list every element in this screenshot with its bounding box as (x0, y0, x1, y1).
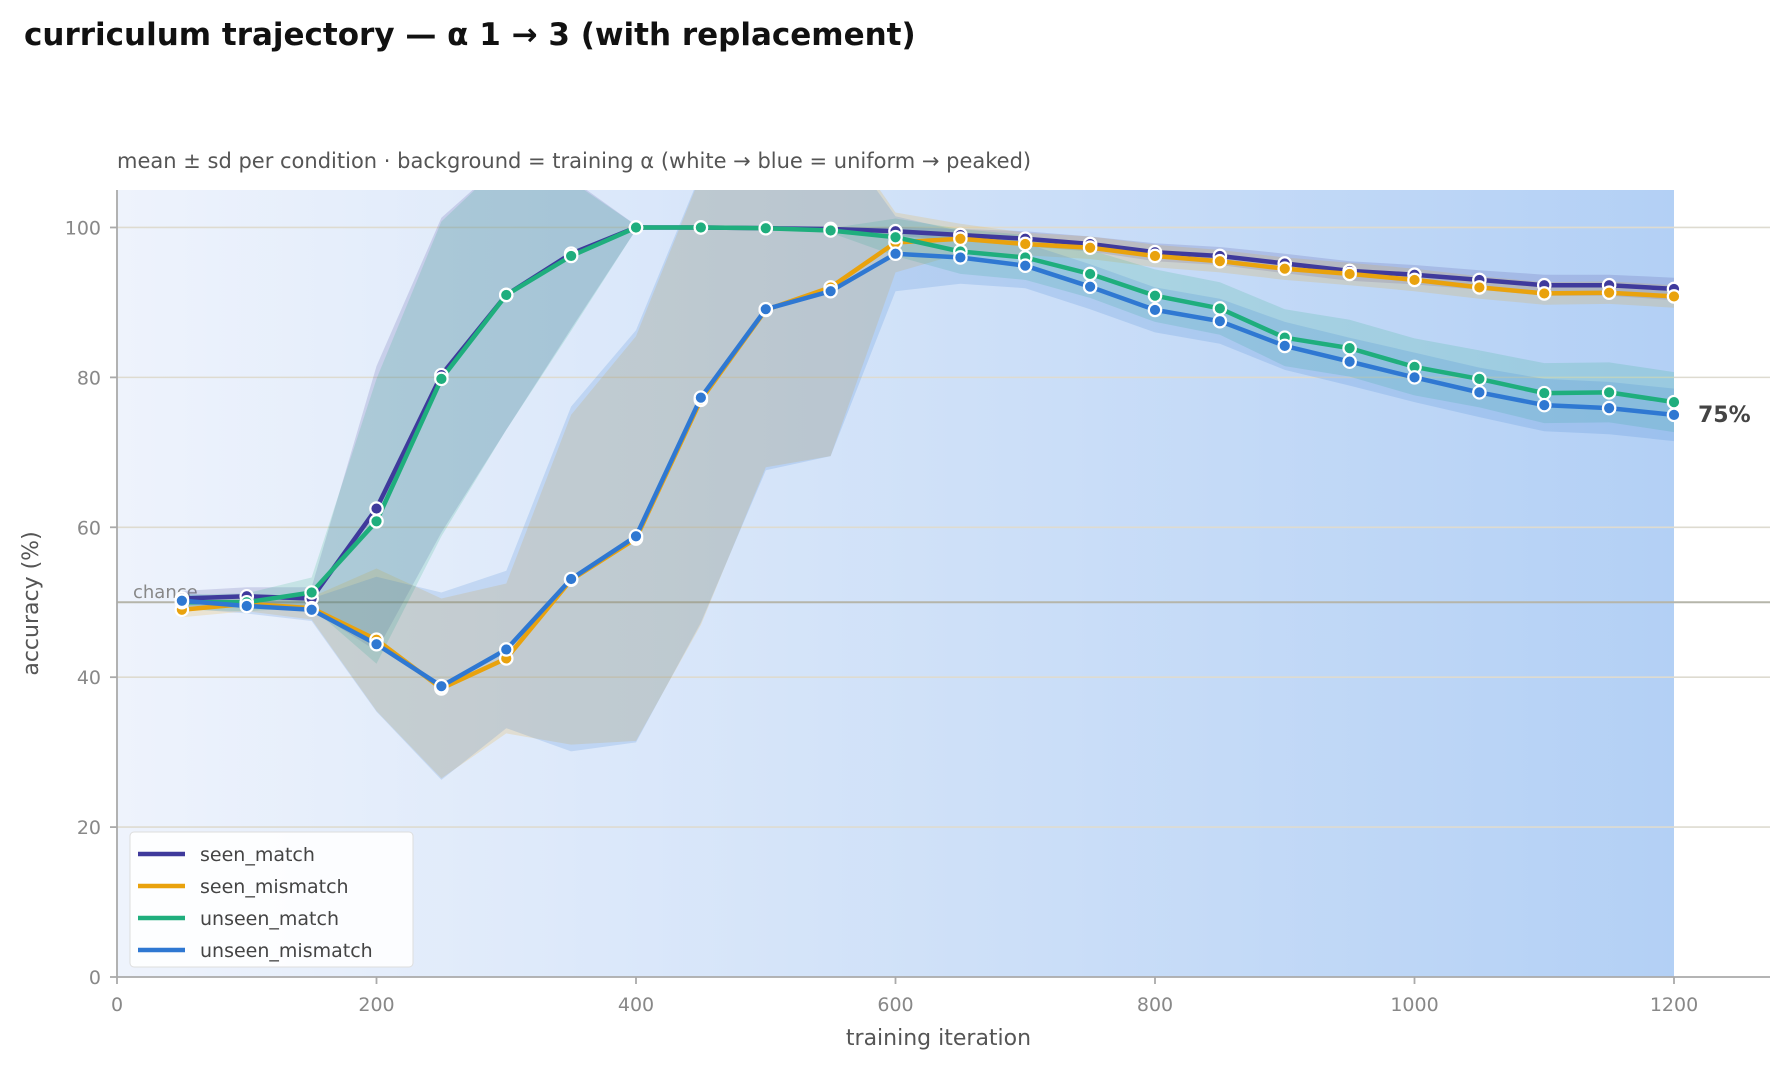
tick-labels: 0 200 400 600 800 1000 1200 0 20 40 60 80 100 (65, 217, 1698, 1016)
point-unseen_mismatch-750 (1082, 279, 1098, 294)
point-unseen_match-1100 (1536, 385, 1552, 401)
point-unseen_match-550 (823, 223, 838, 238)
sd-band-seen_match (181, 190, 1674, 651)
y-tick-label-40: 40 (77, 667, 101, 689)
point-unseen_match-950 (1342, 340, 1357, 356)
y-tick-label-100: 100 (65, 217, 101, 239)
axes (110, 190, 1770, 984)
sd-band-unseen_mismatch (181, 190, 1674, 780)
point-unseen_mismatch-500 (758, 301, 774, 317)
legend: seen_match seen_mismatch unseen_matchunsee… (129, 831, 414, 968)
point-unseen_match-500 (758, 220, 774, 236)
x-tick-label-200: 200 (358, 994, 394, 1016)
legend-label-seen_match: seen_match (200, 844, 315, 866)
point-unseen_mismatch-1200 (1666, 407, 1682, 423)
point-unseen_match-800 (1147, 288, 1163, 303)
point-seen_mismatch-950 (1342, 266, 1357, 282)
point-unseen_match-150 (304, 585, 319, 600)
point-seen_mismatch-1100 (1536, 286, 1552, 301)
point-unseen_mismatch-650 (953, 250, 968, 265)
final-value-label: 75% (1698, 403, 1751, 428)
point-seen_mismatch-1050 (1472, 280, 1487, 295)
x-tick-label-1200: 1200 (1650, 994, 1698, 1016)
point-unseen_match-850 (1212, 301, 1228, 316)
point-unseen_match-200 (369, 513, 384, 529)
point-unseen_mismatch-950 (1342, 354, 1357, 369)
point-unseen_mismatch-150 (304, 602, 319, 618)
point-unseen_mismatch-1050 (1472, 385, 1487, 400)
point-seen_mismatch-850 (1212, 253, 1228, 269)
y-tick-label-20: 20 (77, 817, 101, 839)
point-unseen_mismatch-850 (1212, 313, 1228, 329)
gridlines (117, 226, 1770, 828)
legend-label-seen_mismatch: seen_mismatch (200, 876, 349, 898)
point-unseen_mismatch-350 (563, 571, 579, 587)
point-unseen_mismatch-1000 (1407, 370, 1422, 385)
point-unseen_match-250 (434, 371, 449, 387)
point-seen_mismatch-650 (953, 231, 968, 247)
series-lines (179, 225, 1677, 691)
y-tick-label-60: 60 (77, 517, 101, 539)
point-seen_mismatch-1150 (1601, 285, 1617, 300)
sd-band-seen_mismatch (181, 190, 1674, 779)
x-tick-label-800: 800 (1137, 994, 1173, 1016)
point-unseen_match-1200 (1666, 394, 1682, 410)
x-tick-label-400: 400 (618, 994, 654, 1016)
sd-bands (181, 190, 1674, 780)
point-unseen_mismatch-250 (434, 678, 449, 694)
point-unseen_match-600 (888, 229, 903, 245)
point-unseen_mismatch-600 (888, 246, 903, 262)
point-unseen_match-750 (1082, 266, 1098, 282)
point-unseen_mismatch-200 (369, 636, 384, 652)
chart-title: curriculum trajectory — α 1 → 3 (with re… (24, 17, 916, 53)
y-tick-label-80: 80 (77, 367, 101, 389)
line-unseen_match (179, 225, 1677, 605)
sd-band-unseen_match (181, 190, 1674, 664)
point-seen_mismatch-800 (1147, 248, 1163, 264)
point-unseen_mismatch-800 (1147, 302, 1163, 318)
legend-label-unseen_match: unseen_match (200, 908, 339, 930)
y-tick-label-0: 0 (89, 967, 101, 989)
point-unseen_mismatch-550 (823, 283, 838, 299)
point-unseen_mismatch-1100 (1536, 397, 1552, 413)
series-points (174, 220, 1682, 696)
point-unseen_match-450 (693, 220, 709, 235)
x-tick-label-600: 600 (877, 994, 913, 1016)
legend-box (129, 831, 414, 968)
point-seen_mismatch-1200 (1666, 289, 1682, 304)
point-unseen_mismatch-300 (498, 642, 514, 657)
point-unseen_mismatch-1150 (1601, 400, 1617, 416)
point-unseen_mismatch-400 (628, 528, 644, 544)
point-unseen_mismatch-450 (693, 390, 709, 405)
point-unseen_match-300 (498, 287, 514, 303)
x-tick-label-1000: 1000 (1390, 994, 1438, 1016)
point-unseen_match-1050 (1472, 371, 1487, 387)
y-axis-label: accuracy (%) (19, 531, 44, 675)
point-unseen_mismatch-50 (174, 593, 190, 609)
point-seen_mismatch-1000 (1407, 272, 1422, 288)
point-unseen_mismatch-700 (1017, 258, 1033, 274)
point-unseen_mismatch-900 (1277, 338, 1293, 354)
point-seen_mismatch-900 (1277, 261, 1293, 276)
legend-label-unseen_mismatch: unseen_mismatch (200, 940, 373, 962)
point-unseen_mismatch-100 (239, 598, 255, 614)
point-unseen_match-350 (563, 248, 579, 264)
x-tick-label-0: 0 (111, 994, 123, 1016)
chart-subtitle: mean ± sd per condition · background = t… (117, 149, 1031, 173)
point-seen_match-200 (369, 501, 384, 516)
point-unseen_match-400 (628, 220, 644, 235)
point-unseen_match-1150 (1601, 385, 1617, 400)
point-seen_mismatch-750 (1082, 240, 1098, 256)
x-axis-label: training iteration (846, 1026, 1031, 1051)
line-unseen_mismatch (179, 251, 1677, 689)
point-seen_mismatch-700 (1017, 236, 1033, 252)
